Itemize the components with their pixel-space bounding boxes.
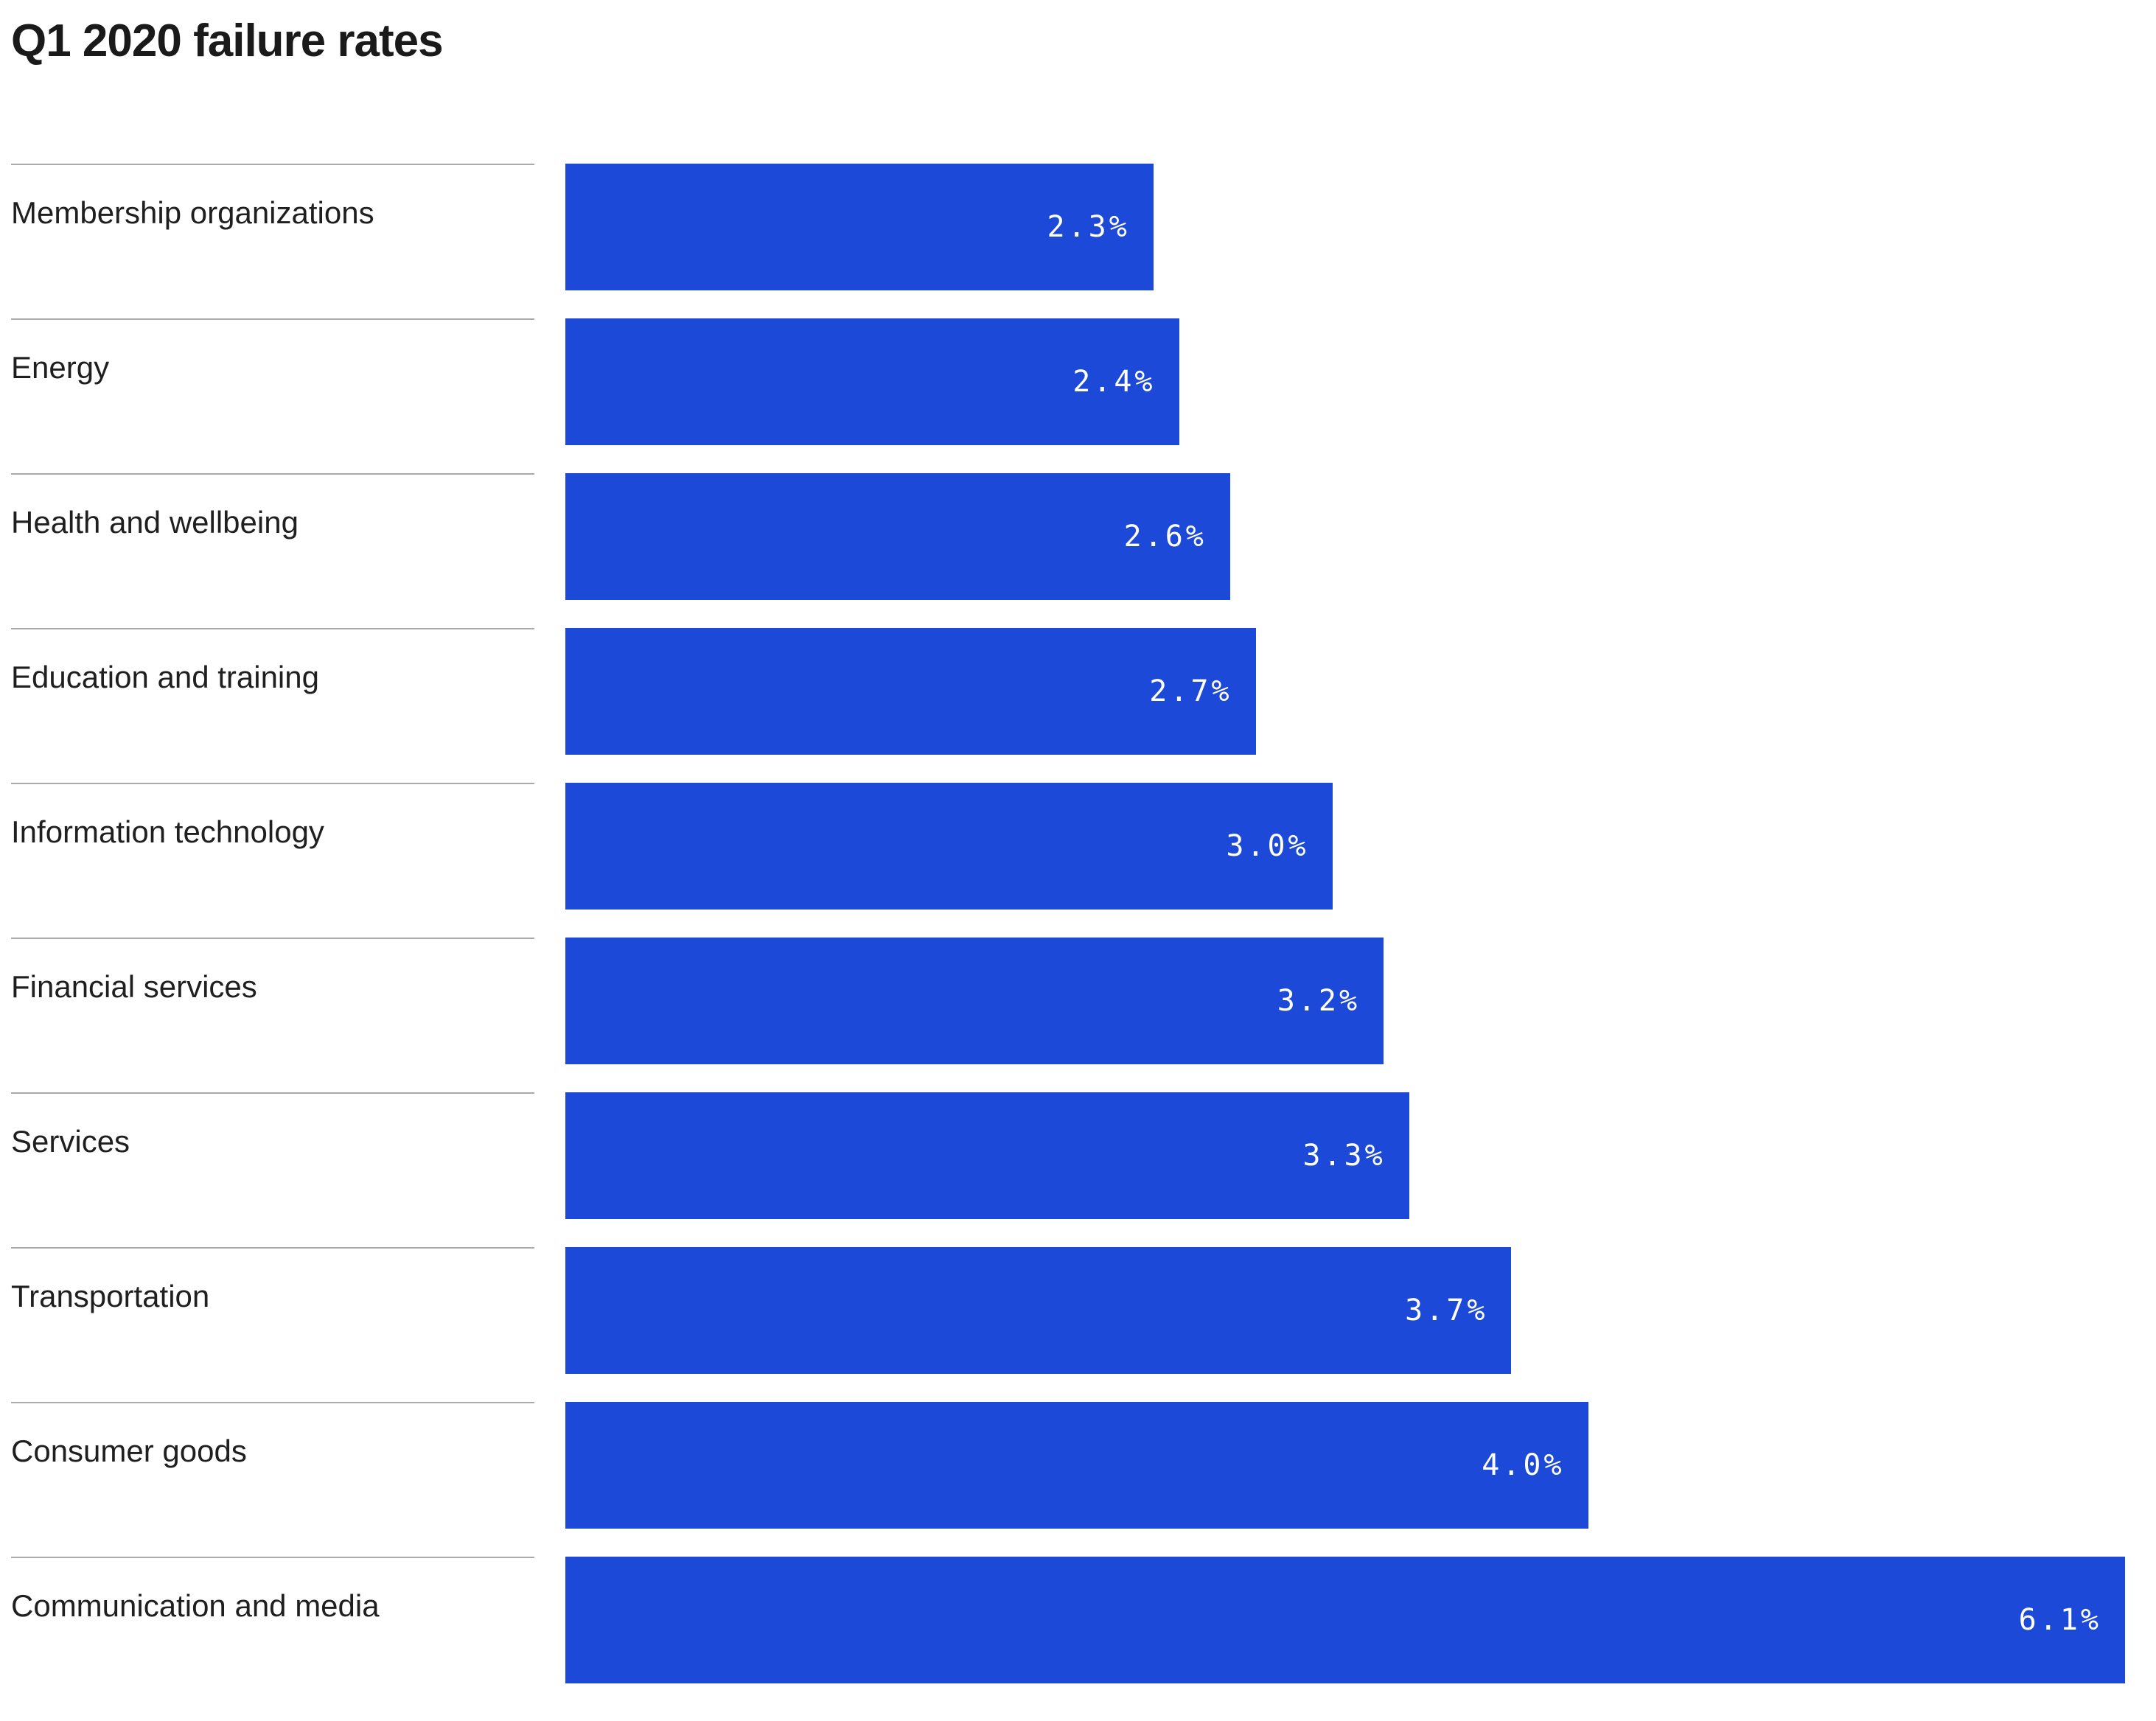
value-label: 2.6% [1123, 520, 1207, 554]
category-label: Health and wellbeing [11, 505, 299, 540]
category-label-cell: Education and training [11, 628, 534, 696]
bar-track: 2.4% [565, 318, 2156, 473]
bar-track: 4.0% [565, 1402, 2156, 1557]
chart-title: Q1 2020 failure rates [11, 15, 444, 66]
bar-track: 3.2% [565, 938, 2156, 1092]
bar: 3.3% [565, 1092, 1409, 1220]
category-label-cell: Health and wellbeing [11, 473, 534, 541]
bar-chart-rows: Membership organizations 2.3% Energy 2.4% He… [11, 164, 2156, 1711]
bar-row: Information technology 3.0% [11, 783, 2156, 938]
bar: 2.6% [565, 473, 1230, 601]
category-label: Consumer goods [11, 1434, 247, 1469]
bar-track: 2.6% [565, 473, 2156, 628]
value-label: 2.7% [1149, 674, 1232, 709]
bar-row: Energy 2.4% [11, 318, 2156, 473]
bar-row: Financial services 3.2% [11, 938, 2156, 1092]
category-label-cell: Communication and media [11, 1557, 534, 1624]
category-label-cell: Transportation [11, 1247, 534, 1315]
bar: 4.0% [565, 1402, 1588, 1529]
bar-row: Consumer goods 4.0% [11, 1402, 2156, 1557]
value-label: 2.4% [1072, 365, 1156, 399]
bar: 2.7% [565, 628, 1256, 755]
bar-row: Communication and media 6.1% [11, 1557, 2156, 1711]
category-label-cell: Financial services [11, 938, 534, 1005]
category-label: Energy [11, 350, 110, 385]
bar: 6.1% [565, 1557, 2125, 1684]
value-label: 3.0% [1226, 829, 1309, 864]
bar-track: 2.7% [565, 628, 2156, 783]
bar: 2.3% [565, 164, 1154, 291]
value-label: 3.2% [1277, 984, 1361, 1019]
bar-track: 3.3% [565, 1092, 2156, 1247]
bar-track: 3.7% [565, 1247, 2156, 1402]
bar: 3.2% [565, 938, 1384, 1065]
category-label: Transportation [11, 1279, 210, 1314]
bar-row: Health and wellbeing 2.6% [11, 473, 2156, 628]
bar-track: 3.0% [565, 783, 2156, 938]
bar-row: Membership organizations 2.3% [11, 164, 2156, 318]
bar: 3.0% [565, 783, 1333, 910]
bar: 2.4% [565, 318, 1179, 446]
bar-track: 2.3% [565, 164, 2156, 318]
category-label: Services [11, 1124, 130, 1159]
bar-track: 6.1% [565, 1557, 2156, 1711]
category-label-cell: Energy [11, 318, 534, 386]
category-label-cell: Services [11, 1092, 534, 1160]
value-label: 3.7% [1405, 1294, 1488, 1328]
bar-row: Transportation 3.7% [11, 1247, 2156, 1402]
value-label: 2.3% [1047, 210, 1130, 245]
category-label-cell: Membership organizations [11, 164, 534, 231]
value-label: 4.0% [1482, 1448, 1565, 1483]
category-label: Education and training [11, 660, 319, 695]
value-label: 6.1% [2018, 1603, 2101, 1638]
category-label: Financial services [11, 969, 257, 1005]
category-label: Membership organizations [11, 195, 374, 231]
category-label-cell: Information technology [11, 783, 534, 851]
category-label: Information technology [11, 814, 324, 850]
value-label: 3.3% [1302, 1139, 1386, 1173]
category-label-cell: Consumer goods [11, 1402, 534, 1470]
bar: 3.7% [565, 1247, 1512, 1375]
bar-row: Education and training 2.7% [11, 628, 2156, 783]
category-label: Communication and media [11, 1588, 380, 1624]
bar-row: Services 3.3% [11, 1092, 2156, 1247]
